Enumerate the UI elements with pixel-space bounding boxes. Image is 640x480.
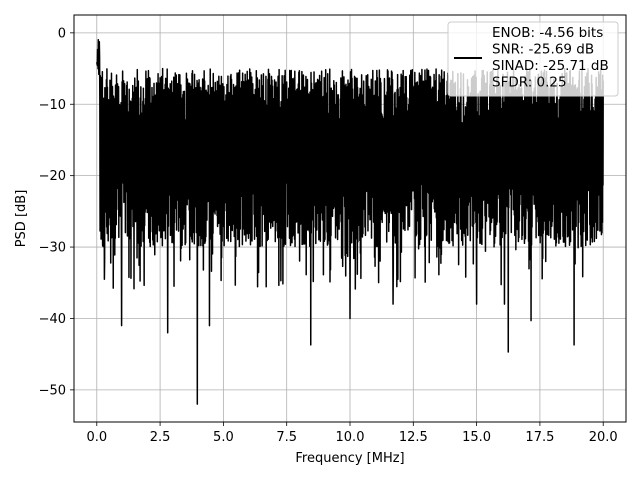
legend-entry-enob: ENOB: -4.56 bits [492,25,603,41]
legend: ENOB: -4.56 bits SNR: -25.69 dB SINAD: -… [447,21,619,97]
y-tick-label: 0 [58,26,66,41]
y-tick-label: −10 [39,98,66,113]
y-tick-label: −20 [39,169,66,184]
axes-ticks: 0.0 2.5 5.0 7.5 10.0 12.5 15.0 17.5 20.0 0 −10 −20 −… [39,26,618,445]
x-tick-label: 7.5 [276,430,297,445]
legend-entry-sinad: SINAD: -25.71 dB [492,58,609,74]
x-tick-label: 12.5 [399,430,428,445]
legend-box [447,21,619,97]
x-tick-label: 17.5 [525,430,554,445]
y-tick-label: −40 [39,312,66,327]
x-tick-label: 0.0 [86,430,107,445]
y-tick-label: −50 [39,383,66,398]
psd-series [96,39,604,405]
y-axis-label: PSD [dB] [14,190,29,248]
x-tick-label: 2.5 [150,430,171,445]
legend-entry-sfdr: SFDR: 0.25 [492,75,567,91]
x-axis-label: Frequency [MHz] [295,451,404,466]
x-tick-label: 10.0 [336,430,365,445]
x-tick-label: 20.0 [589,430,618,445]
y-tick-label: −30 [39,241,66,256]
x-tick-label: 5.0 [213,430,234,445]
psd-line [96,39,604,405]
x-tick-label: 15.0 [462,430,491,445]
legend-entry-snr: SNR: -25.69 dB [492,42,594,58]
